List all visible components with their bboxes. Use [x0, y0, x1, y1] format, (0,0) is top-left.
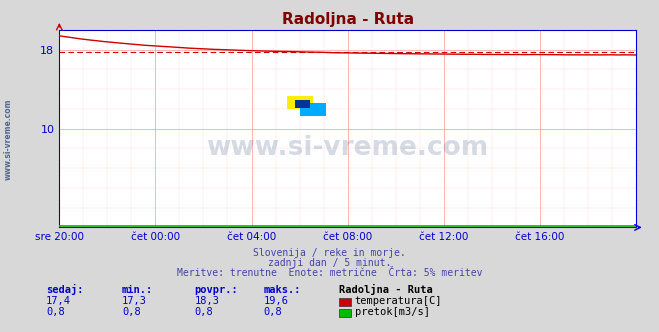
Text: pretok[m3/s]: pretok[m3/s] — [355, 307, 430, 317]
Text: 18,3: 18,3 — [194, 296, 219, 306]
Text: 0,8: 0,8 — [46, 307, 65, 317]
Text: 0,8: 0,8 — [194, 307, 213, 317]
Text: 0,8: 0,8 — [264, 307, 282, 317]
Text: sedaj:: sedaj: — [46, 284, 84, 295]
Text: Radoljna - Ruta: Radoljna - Ruta — [339, 284, 433, 295]
Text: povpr.:: povpr.: — [194, 285, 238, 295]
Text: temperatura[C]: temperatura[C] — [355, 296, 442, 306]
Bar — [287, 96, 313, 109]
Text: 17,3: 17,3 — [122, 296, 147, 306]
Text: 0,8: 0,8 — [122, 307, 140, 317]
Bar — [295, 100, 310, 108]
Text: Meritve: trenutne  Enote: metrične  Črta: 5% meritev: Meritve: trenutne Enote: metrične Črta: … — [177, 268, 482, 278]
Text: 19,6: 19,6 — [264, 296, 289, 306]
Text: min.:: min.: — [122, 285, 153, 295]
Title: Radoljna - Ruta: Radoljna - Ruta — [281, 12, 414, 27]
Text: www.si-vreme.com: www.si-vreme.com — [206, 135, 489, 161]
Bar — [300, 103, 326, 116]
Text: zadnji dan / 5 minut.: zadnji dan / 5 minut. — [268, 258, 391, 268]
Text: maks.:: maks.: — [264, 285, 301, 295]
Text: 17,4: 17,4 — [46, 296, 71, 306]
Text: www.si-vreme.com: www.si-vreme.com — [3, 99, 13, 180]
Text: Slovenija / reke in morje.: Slovenija / reke in morje. — [253, 248, 406, 258]
